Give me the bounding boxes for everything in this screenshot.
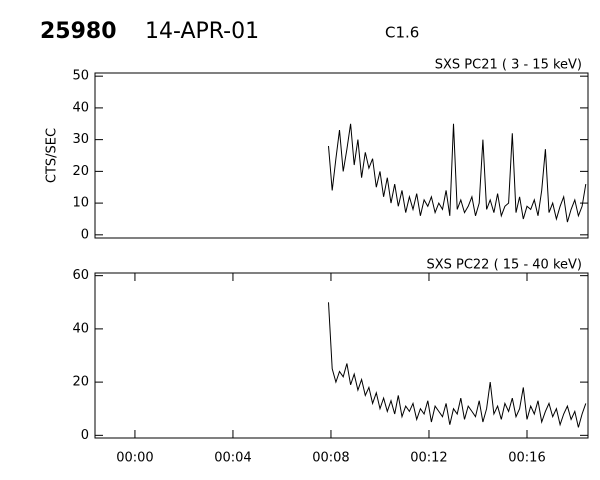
data-line	[328, 123, 587, 223]
flare-class: C1.6	[385, 24, 419, 42]
panel-title: SXS PC21 ( 3 - 15 keV)	[435, 58, 582, 73]
panel-title: SXS PC22 ( 15 - 40 keV)	[426, 258, 582, 273]
y-tick-label: 50	[72, 69, 89, 84]
y-tick-label: 60	[72, 268, 89, 283]
y-axis-label: CTS/SEC	[45, 128, 60, 183]
y-tick-label: 0	[81, 227, 89, 242]
y-tick-label: 40	[72, 321, 89, 336]
x-tick-label: 00:00	[116, 451, 153, 466]
x-tick-label: 00:08	[312, 451, 349, 466]
y-tick-label: 20	[72, 375, 89, 390]
event-id: 25980	[40, 19, 117, 44]
plot-frame	[94, 72, 589, 239]
y-tick-label: 0	[81, 428, 89, 443]
data-line	[328, 302, 587, 428]
x-tick-label: 00:12	[410, 451, 447, 466]
x-tick-label: 00:16	[508, 451, 545, 466]
plot-frame	[94, 272, 589, 439]
y-tick-label: 20	[72, 164, 89, 179]
event-date: 14-APR-01	[145, 19, 259, 44]
y-tick-label: 30	[72, 132, 89, 147]
x-tick-label: 00:04	[214, 451, 251, 466]
y-tick-label: 10	[72, 196, 89, 211]
y-tick-label: 40	[72, 100, 89, 115]
